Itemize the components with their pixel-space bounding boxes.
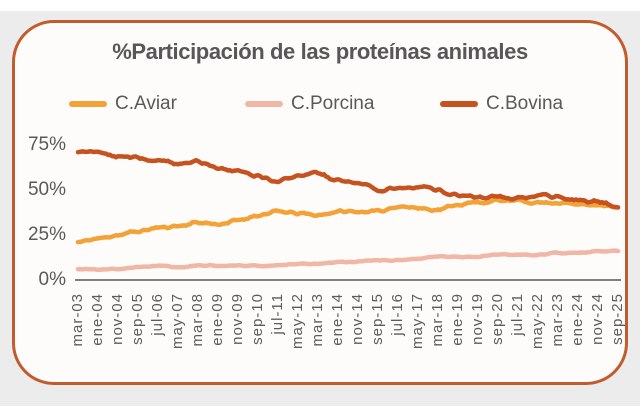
x-axis-label: mar-18 <box>429 293 446 347</box>
x-axis-label: may-12 <box>289 293 306 350</box>
x-axis-label: sep-20 <box>489 293 506 345</box>
x-axis-label: sep-10 <box>249 293 266 345</box>
legend-label-bovina: C.Bovina <box>486 93 564 114</box>
x-axis-label: mar-13 <box>309 293 326 347</box>
x-axis-label: mar-08 <box>189 293 206 347</box>
x-axis-label: nov-19 <box>469 293 486 345</box>
series-line-c-bovina <box>75 148 621 210</box>
aviar-line-swatch <box>69 101 107 107</box>
y-axis-label: 75% <box>27 134 66 155</box>
x-axis-label: sep-05 <box>129 293 146 345</box>
legend-item-aviar: C.Aviar <box>69 91 177 117</box>
x-axis-label: may-22 <box>529 293 546 350</box>
top-margin <box>0 0 640 11</box>
x-axis-label: nov-04 <box>109 293 126 345</box>
chart-card: %Participación de las proteínas animales… <box>12 20 628 385</box>
x-axis-label: ene-04 <box>89 293 106 346</box>
x-axis-label: jul-21 <box>509 293 526 336</box>
porcina-line-swatch <box>245 101 283 107</box>
x-axis-label: sep-15 <box>369 293 386 345</box>
bottom-margin <box>0 406 640 416</box>
x-axis-label: ene-19 <box>449 293 466 346</box>
x-axis-label: ene-14 <box>329 293 346 346</box>
legend-item-porcina: C.Porcina <box>245 91 374 117</box>
x-axis-label: nov-09 <box>229 293 246 345</box>
chart-series-lines <box>75 148 621 273</box>
series-line-c-aviar <box>75 197 621 245</box>
x-axis-label: nov-24 <box>589 293 606 345</box>
x-axis-label: mar-03 <box>69 293 86 347</box>
y-axis-label: 0% <box>38 269 66 290</box>
x-axis-label: jul-06 <box>149 293 166 336</box>
x-axis-label: mar-23 <box>549 293 566 347</box>
x-axis-label: may-07 <box>169 293 186 350</box>
legend-label-aviar: C.Aviar <box>115 93 177 114</box>
line-chart-plot <box>75 148 621 281</box>
legend-label-porcina: C.Porcina <box>291 93 375 114</box>
x-axis-label: nov-14 <box>349 293 366 345</box>
x-axis-label: may-17 <box>409 293 426 350</box>
x-axis-label: jul-16 <box>389 293 406 336</box>
bovina-line-swatch <box>440 101 478 107</box>
y-axis-label: 50% <box>27 179 66 200</box>
series-line-c-porcina <box>75 248 621 273</box>
x-axis-label: sep-25 <box>609 293 626 345</box>
chart-title: %Participación de las proteínas animales <box>112 39 528 64</box>
legend-item-bovina: C.Bovina <box>440 91 563 117</box>
y-axis-label: 25% <box>27 224 66 245</box>
x-axis-label: jul-11 <box>269 293 286 335</box>
x-axis-label: ene-24 <box>569 293 586 346</box>
x-axis-label: ene-09 <box>209 293 226 346</box>
